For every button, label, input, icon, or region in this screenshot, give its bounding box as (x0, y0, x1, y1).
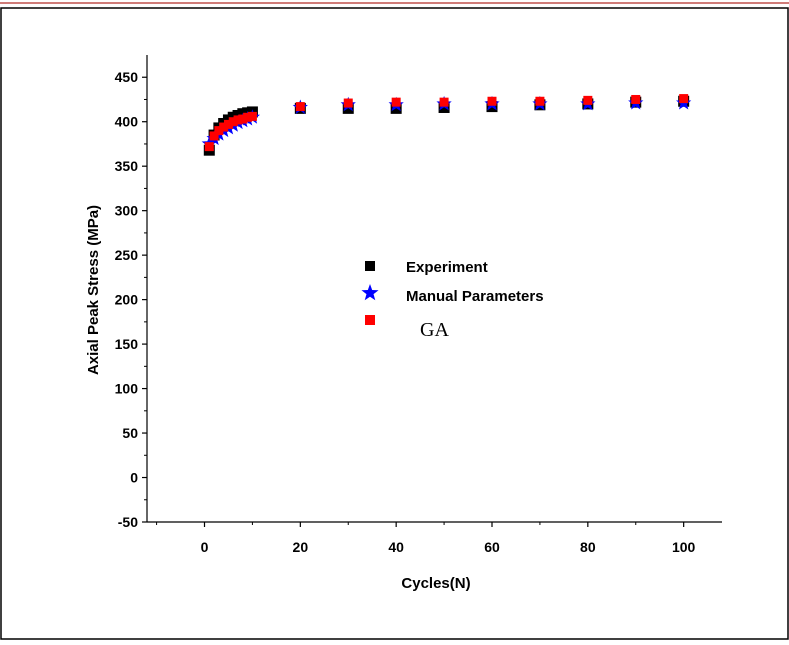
x-axis-title: Cycles(N) (401, 575, 470, 592)
y-tick-label: 350 (115, 158, 139, 174)
x-tick-label: 80 (580, 539, 596, 555)
point-ga (583, 95, 593, 105)
point-ga (535, 96, 545, 106)
point-ga (243, 112, 253, 122)
legend-marker-experiment (365, 261, 375, 271)
point-ga (238, 114, 248, 124)
y-tick-label: 200 (115, 292, 139, 308)
y-tick-label: 0 (130, 470, 138, 486)
y-tick-label: 150 (115, 336, 139, 352)
point-experiment (438, 101, 450, 113)
figure-border (0, 7, 789, 640)
legend-label-experiment: Experiment (406, 259, 488, 276)
y-tick-label: -50 (118, 514, 138, 530)
y-tick-label: 100 (115, 381, 139, 397)
point-ga (228, 117, 238, 127)
point-experiment (342, 102, 354, 114)
y-tick-label: 250 (115, 247, 139, 263)
point-experiment (390, 102, 402, 114)
legend-label-manual-parameters: Manual Parameters (406, 288, 544, 305)
point-ga (233, 115, 243, 125)
point-ga (487, 96, 497, 106)
x-tick-label: 60 (484, 539, 500, 555)
y-tick-label: 50 (122, 425, 138, 441)
y-tick-label: 300 (115, 203, 139, 219)
legend-label-ga: GA (420, 319, 449, 341)
point-ga (343, 98, 353, 108)
point-ga (204, 142, 214, 152)
x-tick-label: 40 (388, 539, 404, 555)
point-ga (223, 119, 233, 129)
x-tick-label: 100 (672, 539, 696, 555)
point-ga (247, 111, 257, 121)
point-ga (439, 97, 449, 107)
legend-marker-ga (365, 315, 375, 325)
x-tick-label: 20 (293, 539, 309, 555)
point-ga (631, 94, 641, 104)
y-tick-label: 400 (115, 114, 139, 130)
y-axis-title: Axial Peak Stress (MPa) (85, 205, 102, 375)
point-ga (295, 102, 305, 112)
point-ga (209, 131, 219, 141)
point-ga (679, 94, 689, 104)
point-ga (214, 126, 224, 136)
point-ga (391, 97, 401, 107)
point-ga (219, 122, 229, 132)
x-tick-label: 0 (201, 539, 209, 555)
legend: Experiment Manual Parameters GA (361, 259, 544, 341)
legend-marker-manual-parameters (361, 284, 379, 301)
y-tick-label: 450 (115, 69, 139, 85)
